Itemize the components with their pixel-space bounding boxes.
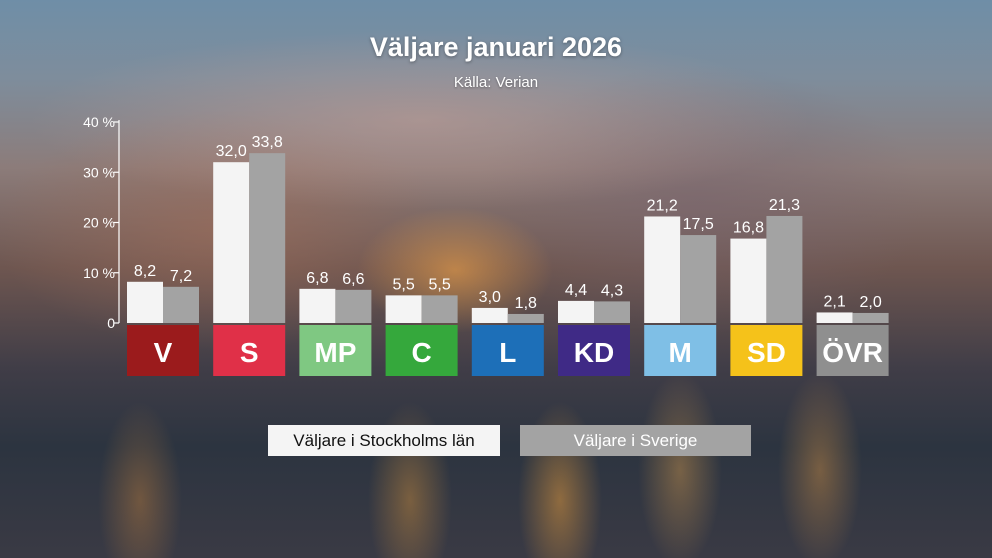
bar-övr-sverige [852,312,889,323]
bar-kd-sverige [594,301,630,323]
bar-value-label: 33,8 [252,134,283,151]
party-box-s [213,325,286,376]
bar-kd-stockholm [558,300,594,323]
bar-value-label: 4,3 [601,282,623,299]
y-tick-label: 20 % [83,215,115,231]
party-box-l [471,325,544,376]
bar-övr-stockholm [816,312,853,323]
party-box-v [127,325,199,376]
party-box-sd [730,325,803,376]
bar-value-label: 2,1 [823,293,845,310]
bar-m-sverige [680,235,717,323]
y-tick-label: 30 % [83,164,115,180]
y-tick-label: 10 % [83,265,115,281]
y-tick-label: 40 % [83,114,115,130]
party-label: L [499,337,516,368]
party-box-övr [816,325,889,376]
bar-c-stockholm [385,295,422,323]
bar-s-sverige [249,153,286,323]
party-box-c [385,325,458,376]
bar-sd-sverige [766,215,803,323]
party-box-mp [299,325,372,376]
bar-v-stockholm [127,281,163,323]
legend-stockholm: Väljare i Stockholms län [268,425,500,456]
party-label: KD [574,337,614,368]
party-label: M [669,337,692,368]
party-box-kd [558,325,630,376]
party-box-m [644,325,717,376]
bar-value-label: 16,8 [733,220,764,237]
bar-value-label: 2,0 [859,294,881,311]
bar-value-label: 3,0 [479,289,501,306]
bar-value-label: 5,5 [428,276,450,293]
bar-s-stockholm [213,162,250,323]
bar-value-label: 32,0 [216,143,247,160]
bar-c-sverige [421,295,458,323]
bar-value-label: 6,8 [306,270,328,287]
bar-value-label: 4,4 [565,282,587,299]
legend-sverige: Väljare i Sverige [520,425,751,456]
bar-value-label: 1,8 [515,295,537,312]
bar-m-stockholm [644,216,681,323]
party-label: S [240,337,259,368]
y-tick-label: 0 [107,315,115,331]
chart-source: Källa: Verian [453,74,539,91]
bar-value-label: 21,2 [647,197,678,214]
bar-mp-stockholm [299,288,336,323]
bar-value-label: 8,2 [134,263,156,280]
bar-value-label: 6,6 [342,271,364,288]
bar-value-label: 5,5 [392,276,414,293]
party-label: SD [747,337,786,368]
bar-mp-sverige [335,289,372,323]
party-label: MP [314,337,356,368]
bar-l-stockholm [471,307,508,323]
party-label: V [154,337,173,368]
bar-sd-stockholm [730,238,767,323]
party-label: ÖVR [822,337,883,368]
party-label: C [411,337,431,368]
bar-value-label: 17,5 [683,216,714,233]
bar-v-sverige [163,286,199,323]
bar-value-label: 21,3 [769,197,800,214]
chart-title: Väljare januari 2026 [369,32,623,62]
bar-l-sverige [507,313,544,323]
bar-value-label: 7,2 [170,268,192,285]
